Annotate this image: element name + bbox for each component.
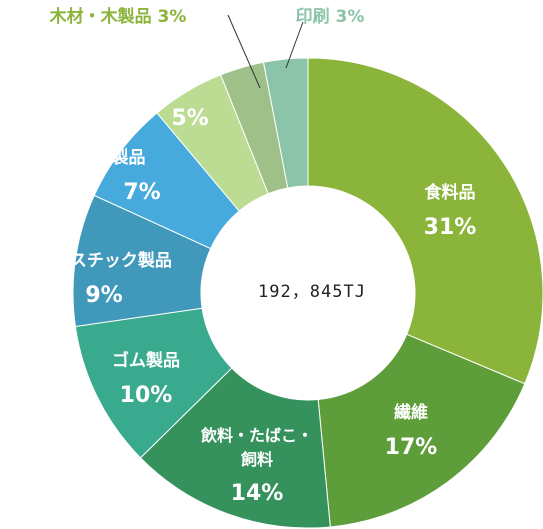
slice-value-beverage: 14% [231, 481, 284, 506]
slice-label-beverage-line1: 飲料・たばこ・ [200, 426, 313, 445]
leader-line-wood [227, 14, 261, 89]
slice-label-rubber: ゴム製品 [112, 350, 180, 371]
slice-label-wood: 木材・木製品 3% [49, 6, 187, 27]
donut-slices [72, 57, 543, 529]
slice-label-food: 食料品 [425, 182, 476, 203]
slice-value-food: 31% [424, 215, 477, 240]
slice-value-plastic: 9% [85, 283, 122, 308]
slice-value-rubber: 10% [120, 383, 173, 408]
donut-slice-9 [262, 57, 309, 189]
center-total-label: 192，845TJ [258, 282, 366, 302]
slice-value-ceramics: 7% [123, 180, 160, 205]
slice-label-beverage-line2: 飼料 [240, 450, 273, 469]
slice-label-plastic: プラスチック製品 [36, 250, 172, 271]
slice-value-pulp: 5% [171, 106, 208, 131]
slice-label-ceramics: 窯業・土石製品 [27, 147, 146, 168]
donut-slice-2 [317, 333, 526, 528]
donut-slice-3 [139, 367, 331, 529]
slice-label-textile: 繊維 [394, 402, 428, 423]
slice-label-pulp: パルプ・紙・紙加工品 [27, 74, 187, 93]
leader-line-printing [285, 21, 304, 69]
slice-label-printing: 印刷 3% [296, 7, 365, 27]
donut-slice-1 [307, 57, 543, 385]
slice-value-textile: 17% [385, 435, 438, 460]
